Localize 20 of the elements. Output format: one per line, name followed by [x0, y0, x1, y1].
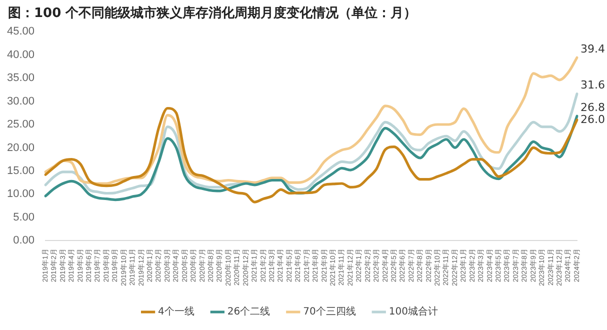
y-tick-label: 10.00: [6, 188, 35, 200]
y-tick-label: 40.00: [6, 48, 35, 61]
data-label: 26.0: [580, 113, 605, 126]
line-series: [44, 56, 578, 185]
y-tick-label: 30.00: [6, 95, 35, 108]
legend-label: 100城合计: [388, 306, 438, 318]
chart-title: 图：100 个不同能级城市狭义库存消化周期月度变化情况（单位：月）: [8, 4, 417, 22]
y-tick-label: 35.00: [6, 72, 35, 84]
y-tick-label: 5.00: [13, 211, 35, 224]
legend-label: 70个三四线: [303, 306, 356, 318]
y-tick-label: 15.00: [6, 164, 35, 177]
data-label: 31.6: [580, 78, 605, 92]
data-label: 26.8: [580, 101, 605, 114]
y-tick-label: 20.00: [6, 142, 35, 154]
y-tick-label: 0.00: [13, 234, 35, 247]
legend-label: 26个二线: [227, 306, 270, 318]
data-label: 39.4: [580, 42, 605, 56]
y-tick-label: 25.00: [6, 118, 35, 131]
y-tick-label: 45.00: [6, 26, 35, 38]
legend-label: 4个一线: [158, 306, 194, 318]
